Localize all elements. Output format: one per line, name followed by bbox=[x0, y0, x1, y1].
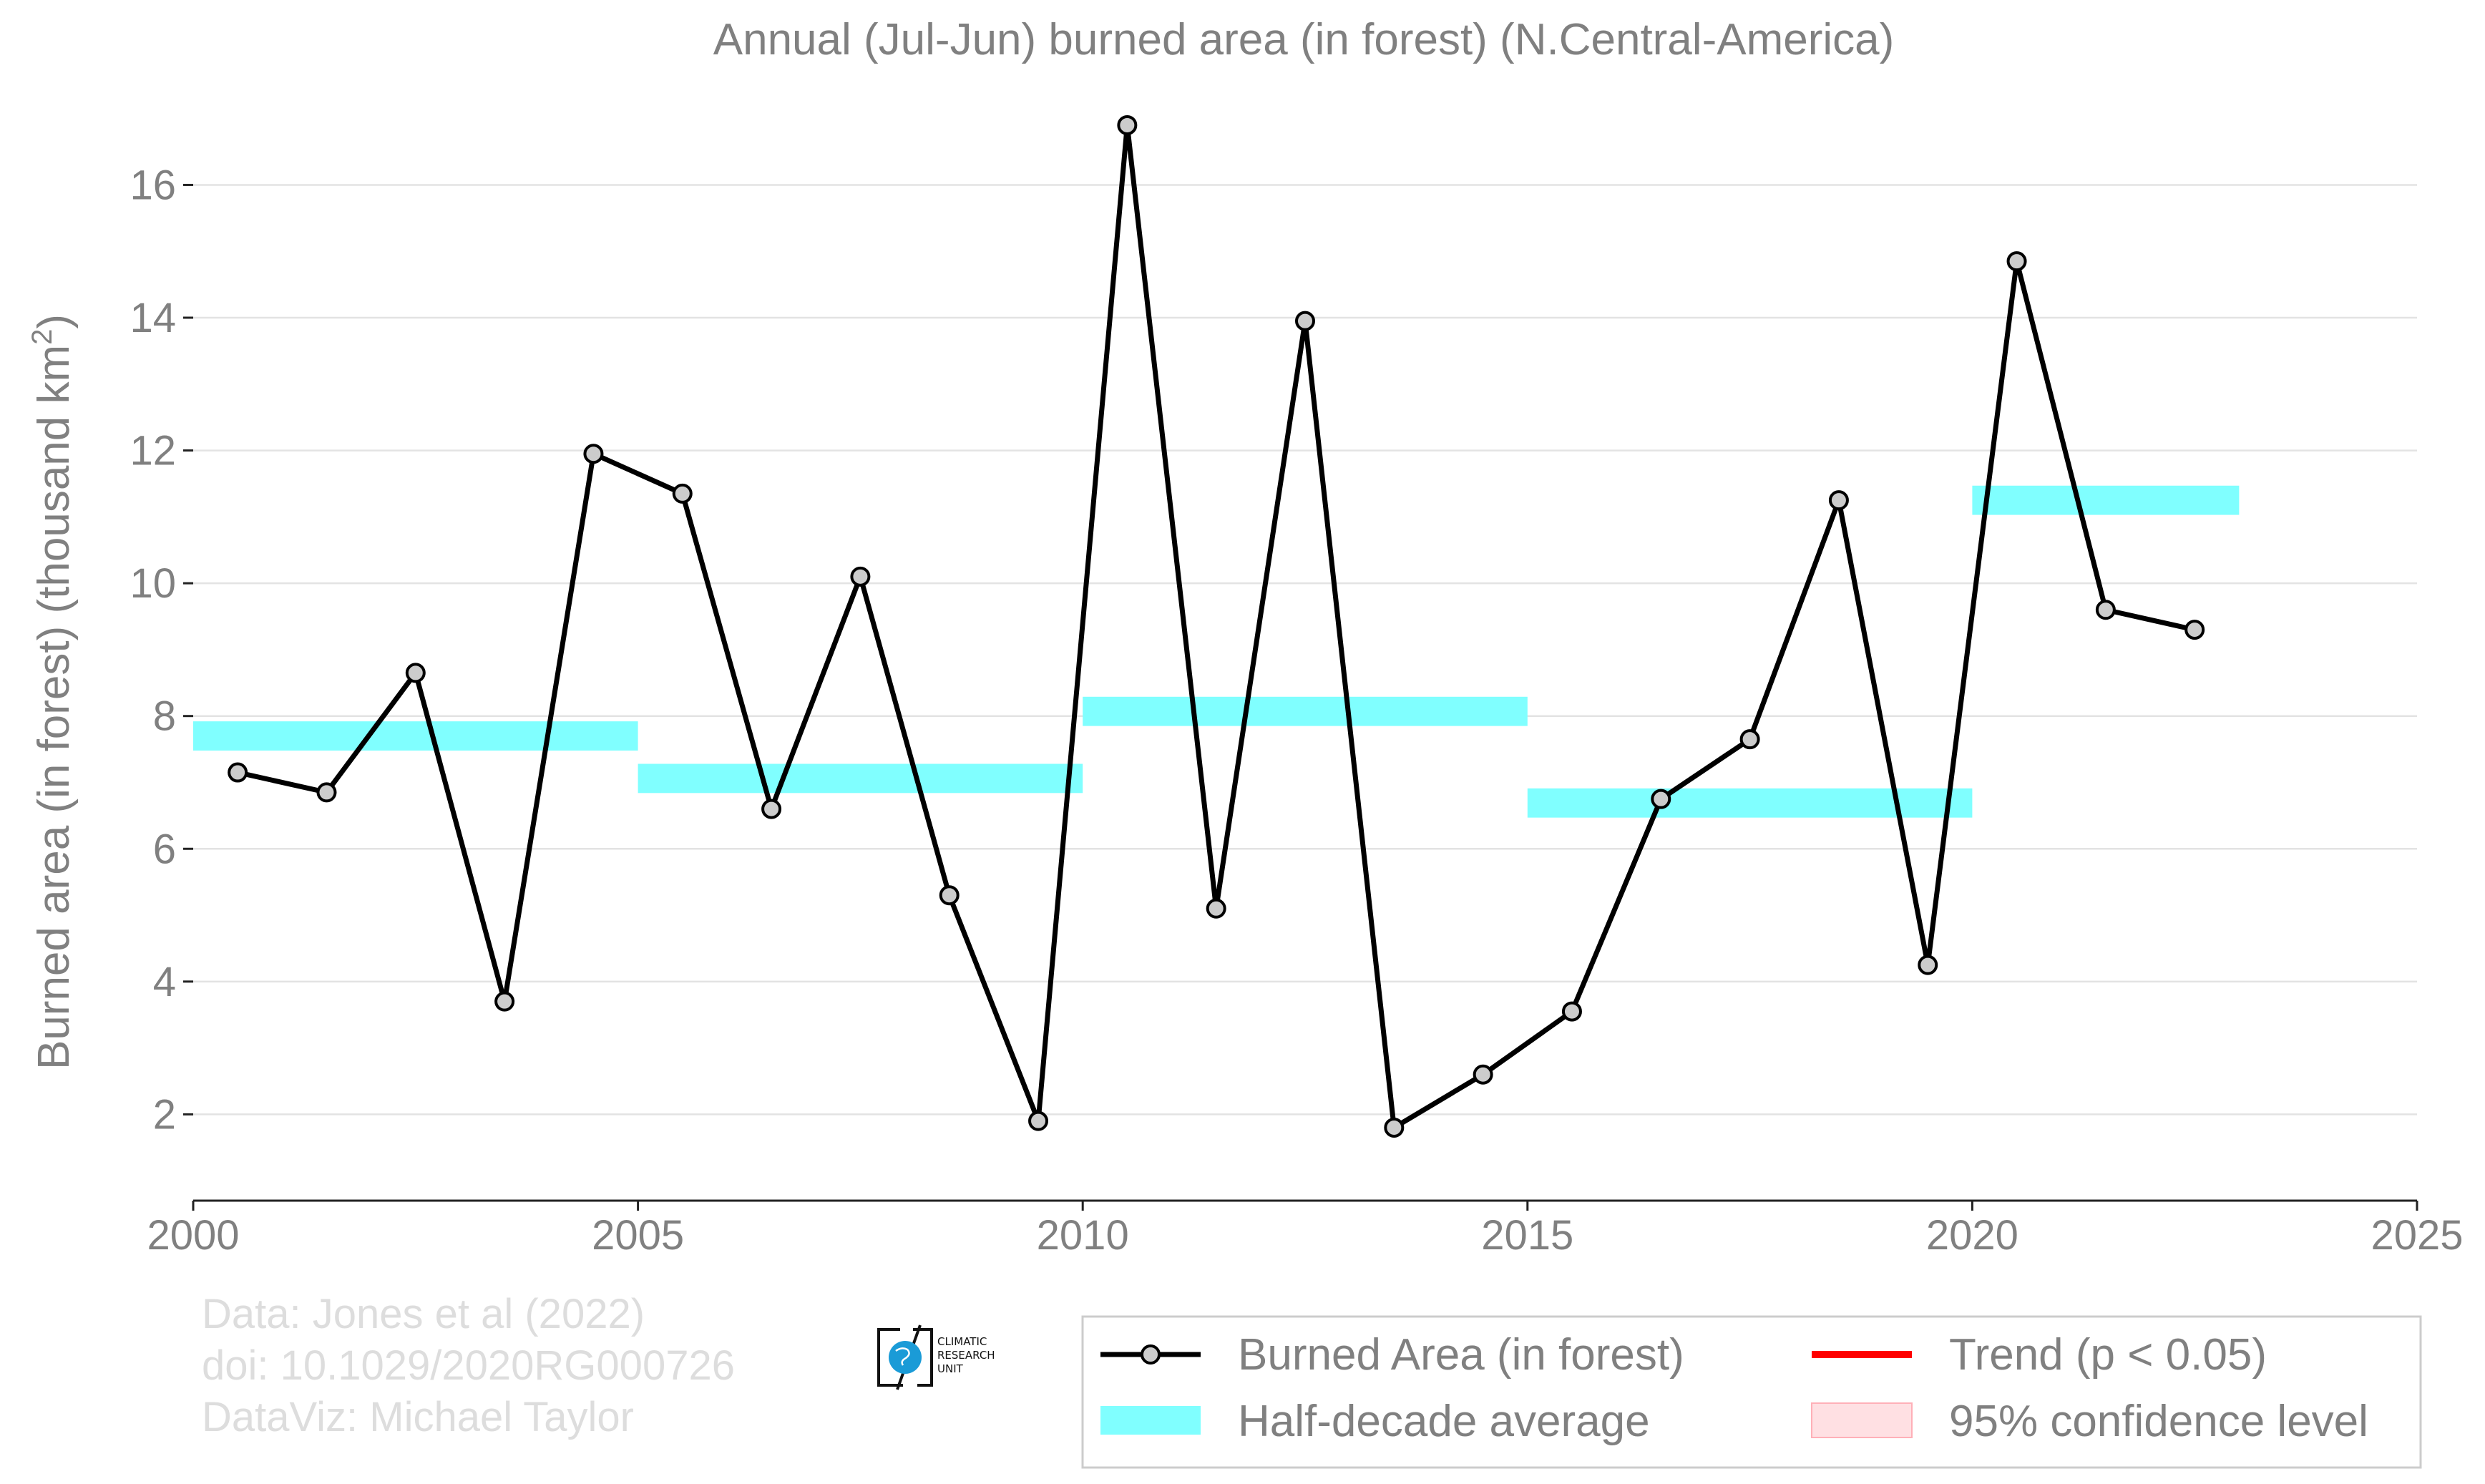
x-tick-label-2015: 2015 bbox=[1481, 1212, 1573, 1259]
x-tick-label-2000: 2000 bbox=[147, 1212, 239, 1259]
burned-area-point-2008 bbox=[939, 885, 960, 906]
logo-bracket-right bbox=[913, 1328, 933, 1387]
legend-item-half-decade-average: Half-decade average bbox=[1100, 1397, 1650, 1446]
legend-label-burned-area: Burned Area (in forest) bbox=[1238, 1330, 1684, 1380]
burned-area-point-2017 bbox=[1739, 729, 1760, 750]
y-tick-label-2: 2 bbox=[153, 1091, 176, 1138]
burned-area-point-2005 bbox=[672, 483, 693, 504]
burned-area-point-2019 bbox=[1918, 955, 1938, 975]
legend-label-trend: Trend (p < 0.05) bbox=[1949, 1330, 2267, 1380]
burned-area-point-2007 bbox=[850, 566, 871, 587]
y-tick-label-4: 4 bbox=[153, 959, 176, 1005]
legend-item-burned-area: Burned Area (in forest) bbox=[1100, 1330, 1684, 1380]
credit-data-source: Data: Jones et al (2022) bbox=[202, 1291, 645, 1337]
y-tick-label-16: 16 bbox=[130, 162, 176, 208]
legend-swatch-burned-area-marker bbox=[1141, 1344, 1161, 1365]
y-axis-label-superscript: 2 bbox=[26, 329, 58, 345]
legend-item-confidence: 95% confidence level bbox=[1811, 1397, 2368, 1446]
burned-area-point-2013 bbox=[1384, 1117, 1405, 1138]
burned-area-point-2021 bbox=[2095, 600, 2116, 620]
y-axis-label-end: ) bbox=[29, 314, 79, 329]
burned-area-series bbox=[228, 114, 2205, 1138]
legend-swatch-confidence bbox=[1811, 1402, 1913, 1438]
burned-area-point-2004 bbox=[583, 444, 604, 464]
half-decade-band-0 bbox=[193, 721, 638, 751]
grid-lines bbox=[193, 184, 2417, 1116]
globe-continent-shape bbox=[895, 1347, 910, 1366]
half-decade-band-2 bbox=[1083, 696, 1528, 726]
y-tick-label-8: 8 bbox=[153, 693, 176, 740]
cru-logo: CLIMATIC RESEARCH UNIT bbox=[877, 1324, 995, 1390]
y-axis-label: Burned area (in forest) (thousand km2) bbox=[26, 314, 79, 1070]
burned-area-point-2006 bbox=[761, 799, 782, 819]
half-decade-band-4 bbox=[1972, 485, 2240, 515]
logo-text-line-3: UNIT bbox=[937, 1362, 964, 1375]
logo-text-line-2: RESEARCH bbox=[937, 1349, 995, 1362]
burned-area-point-2020 bbox=[2006, 251, 2027, 272]
y-tick-label-14: 14 bbox=[130, 295, 176, 341]
burned-area-point-2014 bbox=[1473, 1064, 1493, 1085]
burned-area-point-2018 bbox=[1828, 490, 1849, 511]
burned-area-point-2003 bbox=[494, 991, 515, 1012]
legend-label-half-decade-average: Half-decade average bbox=[1238, 1397, 1650, 1446]
globe-icon bbox=[889, 1341, 922, 1374]
burned-area-line bbox=[237, 122, 2195, 1131]
burned-area-point-2012 bbox=[1295, 311, 1315, 331]
half-decade-band-3 bbox=[1527, 788, 1973, 818]
half-decade-average-bands bbox=[193, 485, 2240, 818]
credits: Data: Jones et al (2022) doi: 10.1029/20… bbox=[202, 1291, 735, 1440]
burned-area-point-2010 bbox=[1117, 114, 1138, 135]
logo-text-line-1: CLIMATIC bbox=[937, 1335, 987, 1348]
x-tick-label-2020: 2020 bbox=[1926, 1212, 2018, 1259]
burned-area-point-2001 bbox=[316, 782, 337, 803]
burned-area-point-2002 bbox=[405, 663, 426, 683]
credit-doi: doi: 10.1029/2020RG000726 bbox=[202, 1342, 735, 1389]
chart-title: Annual (Jul-Jun) burned area (in forest)… bbox=[713, 15, 1895, 64]
x-tick-label-2005: 2005 bbox=[592, 1212, 684, 1259]
burned-area-point-2000 bbox=[228, 762, 248, 783]
legend-item-trend: Trend (p < 0.05) bbox=[1812, 1330, 2267, 1380]
legend-box bbox=[1081, 1315, 2422, 1469]
burned-area-point-2011 bbox=[1206, 898, 1226, 919]
burned-area-point-2009 bbox=[1028, 1110, 1049, 1131]
legend-label-confidence: 95% confidence level bbox=[1949, 1397, 2368, 1446]
x-tick-label-2025: 2025 bbox=[2371, 1212, 2463, 1259]
y-tick-label-6: 6 bbox=[153, 826, 176, 872]
y-tick-label-12: 12 bbox=[130, 428, 176, 474]
half-decade-band-1 bbox=[638, 763, 1083, 794]
legend-swatch-half-decade-average bbox=[1100, 1406, 1201, 1435]
axes: 2 4 6 8 10 12 14 16 2000 2005 2010 2015 2020 2025 bbox=[130, 162, 2463, 1259]
burned-area-point-2016 bbox=[1651, 789, 1671, 809]
credit-dataviz: DataViz: Michael Taylor bbox=[202, 1394, 634, 1440]
y-axis-label-text: Burned area (in forest) (thousand km bbox=[29, 345, 79, 1070]
legend: Burned Area (in forest) Trend (p < 0.05)… bbox=[1081, 1315, 2422, 1469]
burned-area-point-2022 bbox=[2184, 620, 2205, 640]
y-tick-label-10: 10 bbox=[130, 560, 176, 607]
burned-area-point-2015 bbox=[1561, 1001, 1582, 1022]
logo-bracket-left bbox=[877, 1328, 903, 1387]
x-tick-label-2010: 2010 bbox=[1037, 1212, 1129, 1259]
